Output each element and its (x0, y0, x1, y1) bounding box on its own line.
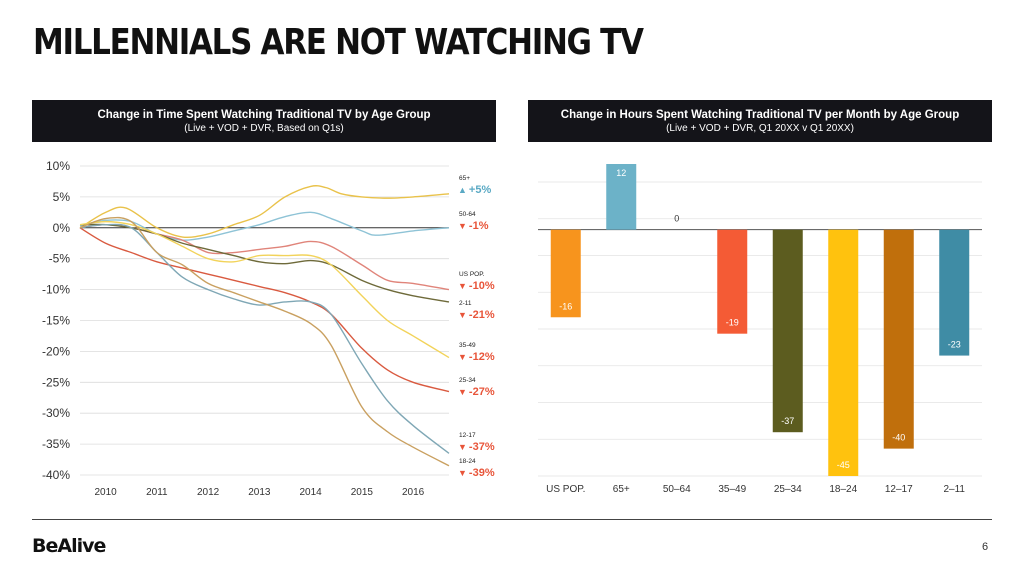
bar-value-label: -23 (948, 340, 961, 350)
series-name-65: 65+ (459, 175, 470, 182)
arrow-icon: ▲ (458, 185, 467, 195)
series-change-12-17: ▼ -37% (458, 441, 495, 453)
series-change-value: -27% (469, 386, 495, 398)
y-tick-label: -40% (42, 468, 70, 482)
bar-value-label: -40 (892, 433, 905, 443)
footer-divider (32, 519, 992, 520)
series-line-2-11 (79, 223, 450, 303)
page-number: 6 (982, 541, 989, 553)
series-change-35-49: ▼ -12% (458, 351, 495, 363)
bar-value-label: -16 (559, 301, 572, 311)
series-name-2-11: 2-11 (459, 300, 472, 307)
y-tick-label: 5% (53, 190, 71, 204)
series-change-50-64: ▼ -1% (458, 220, 489, 232)
arrow-icon: ▼ (458, 387, 467, 397)
left-chart-title: Change in Time Spent Watching Traditiona… (97, 109, 431, 121)
series-line-50-64 (79, 211, 450, 241)
series-line-12-17 (79, 223, 450, 454)
series-name-35-49: 35-49 (459, 342, 476, 349)
bar-us-pop (550, 229, 581, 318)
left-chart-subtitle: (Live + VOD + DVR, Based on Q1s) (184, 123, 344, 134)
series-change-18-24: ▼ -39% (458, 467, 495, 479)
y-tick-label: -20% (42, 344, 70, 358)
x-tick-label: 2012 (197, 487, 220, 498)
left-chart-header: Change in Time Spent Watching Traditiona… (32, 100, 496, 142)
series-name-12-17: 12-17 (459, 432, 476, 439)
bar-value-label: -45 (837, 460, 850, 470)
x-tick-label: 2010 (95, 487, 118, 498)
y-tick-label: -30% (42, 406, 70, 420)
series-line-35-49 (79, 220, 450, 359)
series-change-value: -39% (469, 467, 495, 479)
page-title: MILLENNIALS ARE NOT WATCHING TV (33, 22, 644, 63)
category-label: 18–24 (829, 484, 857, 495)
bar-12-17 (883, 229, 914, 449)
category-label: 2–11 (943, 484, 965, 495)
series-name-us-pop: US POP. (459, 271, 485, 278)
category-label: 12–17 (885, 484, 913, 495)
y-tick-label: -15% (42, 314, 70, 328)
bar-chart: -16 US POP. 12 65+ 0 50–64 -19 35–49 -37 25–34 -45… (538, 164, 982, 495)
series-line-18-24 (79, 216, 450, 467)
bar-value-label: -37 (781, 416, 794, 426)
series-name-50-64: 50-64 (459, 211, 476, 218)
series-line-25-34 (79, 227, 450, 393)
bar-25-34 (772, 229, 803, 433)
series-change-value: -12% (469, 351, 495, 363)
company-logo: BeAlive (32, 535, 106, 557)
arrow-icon: ▼ (458, 468, 467, 478)
y-tick-label: -10% (42, 283, 70, 297)
series-change-us-pop: ▼ -10% (458, 280, 495, 292)
series-name-25-34: 25-34 (459, 377, 476, 384)
arrow-icon: ▼ (458, 442, 467, 452)
x-tick-label: 2014 (300, 487, 323, 498)
y-tick-label: -35% (42, 437, 70, 451)
series-change-25-34: ▼ -27% (458, 386, 495, 398)
arrow-icon: ▼ (458, 281, 467, 291)
category-label: 25–34 (774, 484, 802, 495)
arrow-icon: ▼ (458, 221, 467, 231)
y-tick-label: 10% (46, 159, 70, 173)
line-chart: 10% 5% 0% -5% -10% -15% -20% -25% -30% -35% -40% 20… (42, 159, 495, 498)
arrow-icon: ▼ (458, 310, 467, 320)
bar-18-24 (828, 229, 859, 476)
series-change-2-11: ▼ -21% (458, 309, 495, 321)
category-label: 65+ (613, 484, 630, 495)
bar-value-label: 12 (616, 168, 626, 178)
series-name-18-24: 18-24 (459, 458, 476, 465)
bar-2-11 (939, 229, 970, 356)
series-line-us-pop (79, 224, 450, 291)
right-chart-subtitle: (Live + VOD + DVR, Q1 20XX v Q1 20XX) (666, 123, 854, 134)
series-change-value: +5% (469, 184, 492, 196)
y-tick-label: -5% (49, 252, 71, 266)
x-tick-label: 2013 (248, 487, 271, 498)
series-change-value: -21% (469, 309, 495, 321)
bar-value-label: -19 (726, 318, 739, 328)
series-change-value: -37% (469, 441, 495, 453)
bar-65 (606, 164, 637, 230)
right-chart-header: Change in Hours Spent Watching Tradition… (528, 100, 992, 142)
category-label: US POP. (546, 484, 585, 495)
series-line-65 (79, 185, 450, 239)
category-label: 50–64 (663, 484, 691, 495)
series-change-value: -10% (469, 280, 495, 292)
x-tick-label: 2016 (402, 487, 425, 498)
x-tick-label: 2011 (146, 487, 168, 498)
right-chart-title: Change in Hours Spent Watching Tradition… (560, 109, 960, 121)
y-tick-label: -25% (42, 375, 70, 389)
bar-35-49 (717, 229, 748, 334)
series-change-65: ▲ +5% (458, 184, 491, 196)
y-tick-label: 0% (53, 221, 71, 235)
category-label: 35–49 (718, 484, 746, 495)
series-change-value: -1% (469, 220, 489, 232)
arrow-icon: ▼ (458, 352, 467, 362)
x-tick-label: 2015 (351, 487, 374, 498)
bar-value-label: 0 (674, 214, 679, 224)
